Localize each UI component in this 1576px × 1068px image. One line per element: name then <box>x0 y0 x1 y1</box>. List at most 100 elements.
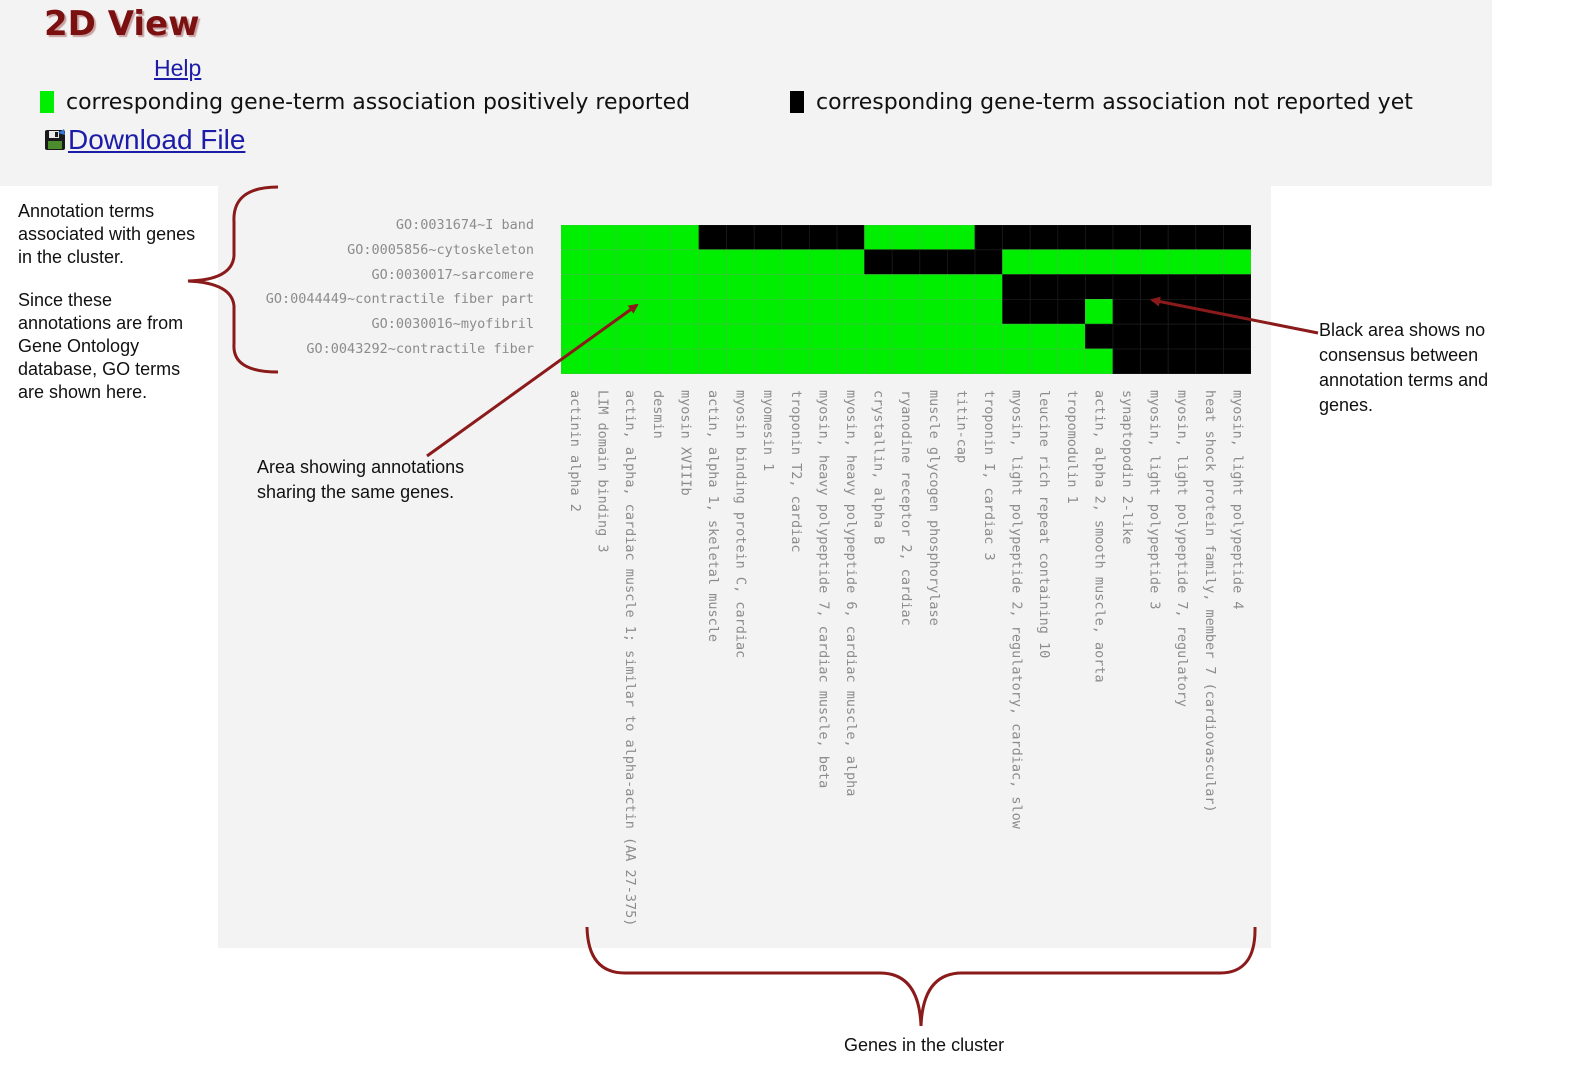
heatmap-cell[interactable] <box>1140 274 1169 300</box>
heatmap-cell[interactable] <box>1195 249 1224 275</box>
heatmap-cell[interactable] <box>1112 225 1142 251</box>
heatmap-cell[interactable] <box>1085 225 1114 251</box>
heatmap-cell[interactable] <box>1167 323 1197 350</box>
heatmap-cell[interactable] <box>726 348 755 374</box>
heatmap-cell[interactable] <box>588 348 617 374</box>
heatmap-cell[interactable] <box>974 299 1004 325</box>
heatmap-cell[interactable] <box>671 274 700 300</box>
heatmap-cell[interactable] <box>781 323 810 350</box>
heatmap-cell[interactable] <box>698 249 728 275</box>
heatmap-cell[interactable] <box>891 274 921 300</box>
heatmap-cell[interactable] <box>1029 348 1059 374</box>
heatmap-cell[interactable] <box>919 323 948 350</box>
heatmap-cell[interactable] <box>643 274 672 300</box>
heatmap-cell[interactable] <box>588 225 617 251</box>
heatmap-cell[interactable] <box>919 274 948 300</box>
heatmap-cell[interactable] <box>864 274 893 300</box>
heatmap-cell[interactable] <box>1140 249 1169 275</box>
heatmap-cell[interactable] <box>1057 249 1086 275</box>
heatmap-cell[interactable] <box>615 249 645 275</box>
heatmap-cell[interactable] <box>1029 323 1059 350</box>
heatmap-cell[interactable] <box>726 225 755 251</box>
heatmap-cell[interactable] <box>643 249 672 275</box>
heatmap-cell[interactable] <box>671 225 700 251</box>
heatmap-cell[interactable] <box>561 249 590 275</box>
heatmap-cell[interactable] <box>974 225 1004 251</box>
heatmap-cell[interactable] <box>781 225 810 251</box>
heatmap-cell[interactable] <box>1195 274 1224 300</box>
heatmap-cell[interactable] <box>1195 299 1224 325</box>
heatmap-cell[interactable] <box>726 274 755 300</box>
heatmap-cell[interactable] <box>588 299 617 325</box>
heatmap-cell[interactable] <box>615 348 645 374</box>
heatmap-cell[interactable] <box>1112 299 1142 325</box>
heatmap-cell[interactable] <box>588 249 617 275</box>
heatmap-cell[interactable] <box>946 225 976 251</box>
heatmap-cell[interactable] <box>1085 274 1114 300</box>
heatmap-cell[interactable] <box>919 299 948 325</box>
heatmap-cell[interactable] <box>1112 323 1142 350</box>
heatmap-cell[interactable] <box>615 225 645 251</box>
heatmap-cell[interactable] <box>864 225 893 251</box>
heatmap-cell[interactable] <box>753 249 783 275</box>
heatmap-cell[interactable] <box>1223 225 1251 251</box>
heatmap-cell[interactable] <box>1057 299 1086 325</box>
heatmap-cell[interactable] <box>836 249 866 275</box>
heatmap-cell[interactable] <box>974 348 1004 374</box>
heatmap-cell[interactable] <box>1002 274 1031 300</box>
heatmap-cell[interactable] <box>808 299 838 325</box>
heatmap-cell[interactable] <box>671 249 700 275</box>
heatmap-cell[interactable] <box>1029 274 1059 300</box>
heatmap-cell[interactable] <box>836 348 866 374</box>
heatmap-cell[interactable] <box>643 299 672 325</box>
heatmap-cell[interactable] <box>726 323 755 350</box>
heatmap-cell[interactable] <box>1112 249 1142 275</box>
heatmap-cell[interactable] <box>643 348 672 374</box>
heatmap-cell[interactable] <box>946 299 976 325</box>
heatmap-cell[interactable] <box>1057 225 1086 251</box>
heatmap-cell[interactable] <box>753 299 783 325</box>
heatmap-cell[interactable] <box>1223 274 1251 300</box>
download-row[interactable]: Download File <box>44 124 245 156</box>
heatmap-cell[interactable] <box>753 323 783 350</box>
heatmap-cell[interactable] <box>561 225 590 251</box>
heatmap-cell[interactable] <box>1167 225 1197 251</box>
heatmap-cell[interactable] <box>891 249 921 275</box>
heatmap-cell[interactable] <box>671 323 700 350</box>
heatmap-cell[interactable] <box>753 225 783 251</box>
heatmap-cell[interactable] <box>891 299 921 325</box>
heatmap-cell[interactable] <box>1057 323 1086 350</box>
heatmap-cell[interactable] <box>808 249 838 275</box>
heatmap-cell[interactable] <box>836 323 866 350</box>
download-file-link[interactable]: Download File <box>68 124 246 155</box>
heatmap-cell[interactable] <box>698 348 728 374</box>
heatmap-cell[interactable] <box>1223 348 1251 374</box>
heatmap-cell[interactable] <box>1195 348 1224 374</box>
heatmap-cell[interactable] <box>1029 249 1059 275</box>
heatmap-cell[interactable] <box>1167 274 1197 300</box>
heatmap-cell[interactable] <box>946 274 976 300</box>
heatmap-cell[interactable] <box>946 348 976 374</box>
heatmap-cell[interactable] <box>781 299 810 325</box>
heatmap-cell[interactable] <box>698 225 728 251</box>
heatmap-cell[interactable] <box>1112 348 1142 374</box>
heatmap-cell[interactable] <box>781 348 810 374</box>
heatmap-cell[interactable] <box>836 274 866 300</box>
heatmap-cell[interactable] <box>671 299 700 325</box>
heatmap-cell[interactable] <box>864 323 893 350</box>
heatmap-cell[interactable] <box>836 225 866 251</box>
heatmap-cell[interactable] <box>561 323 590 350</box>
heatmap-cell[interactable] <box>1002 348 1031 374</box>
heatmap-cell[interactable] <box>891 348 921 374</box>
heatmap-cell[interactable] <box>726 299 755 325</box>
heatmap-cell[interactable] <box>561 348 590 374</box>
heatmap-cell[interactable] <box>1223 249 1251 275</box>
heatmap-cell[interactable] <box>808 323 838 350</box>
heatmap-cell[interactable] <box>1140 225 1169 251</box>
heatmap-cell[interactable] <box>808 225 838 251</box>
heatmap-cell[interactable] <box>1140 348 1169 374</box>
heatmap-cell[interactable] <box>1195 225 1224 251</box>
heatmap-cell[interactable] <box>698 299 728 325</box>
heatmap-cell[interactable] <box>974 274 1004 300</box>
heatmap-cell[interactable] <box>1085 249 1114 275</box>
